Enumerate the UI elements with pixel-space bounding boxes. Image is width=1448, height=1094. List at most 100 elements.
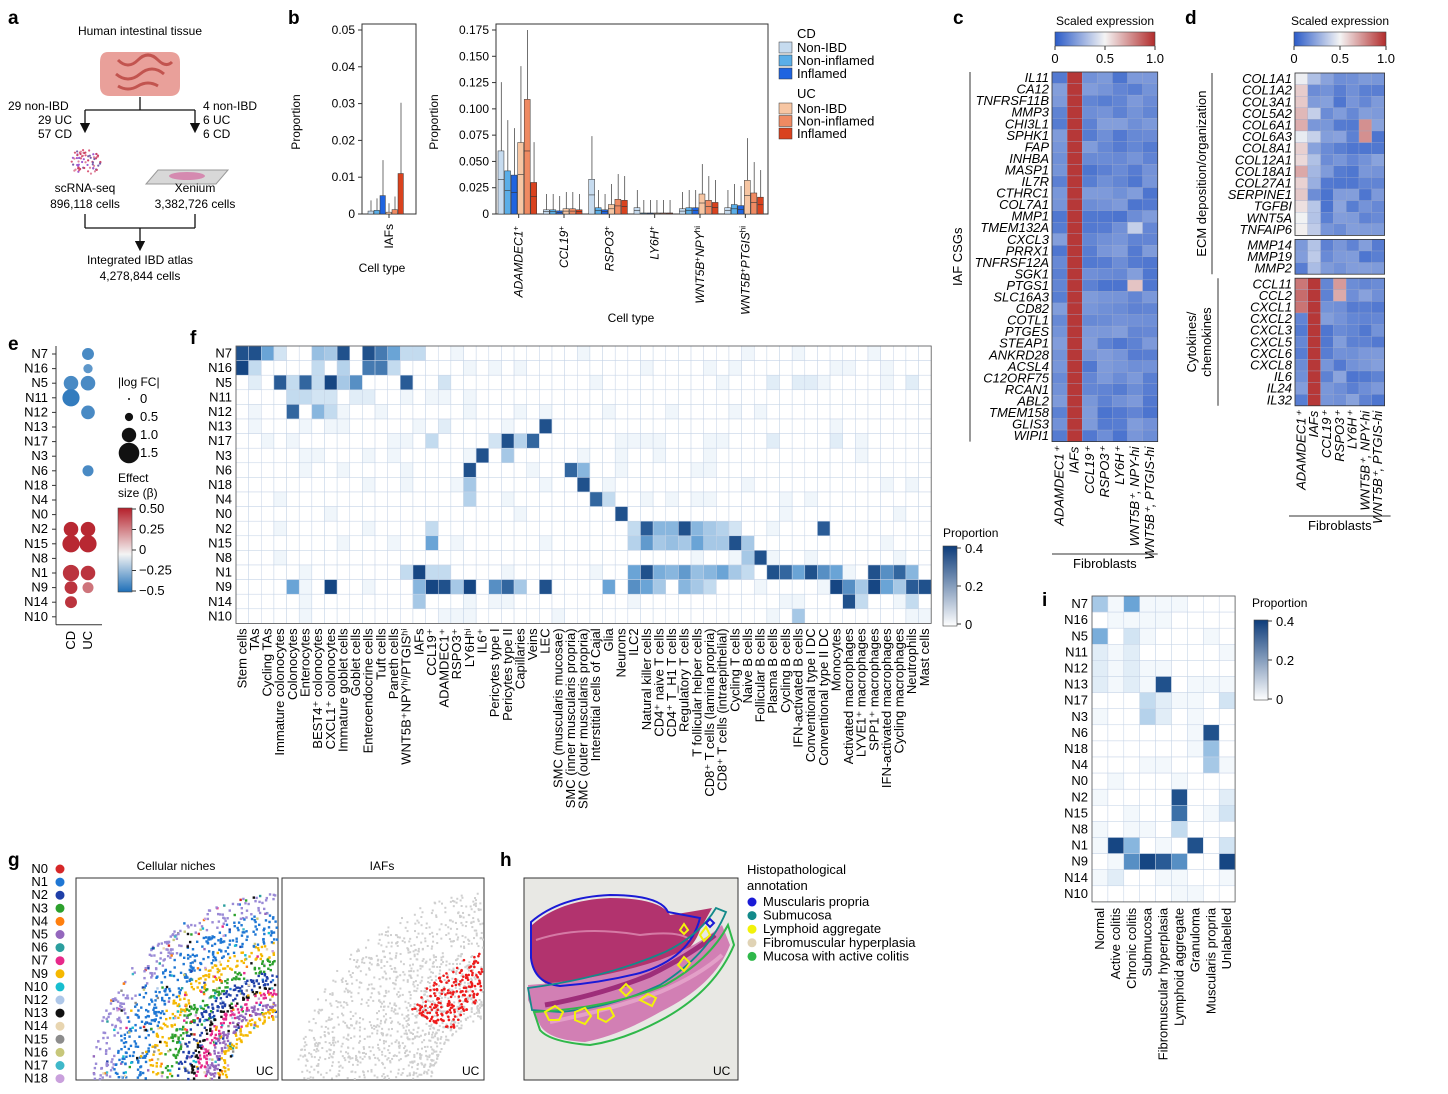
g-niche-cell [224, 1012, 227, 1016]
f-heat-cell [753, 389, 768, 405]
f-heat-cell [728, 579, 742, 595]
f-heat-cell [463, 477, 477, 493]
f-heat-cell [400, 535, 414, 551]
d-heat-cell [1358, 142, 1372, 155]
f-heat-cell [412, 593, 426, 610]
g-niche-cell [181, 1037, 184, 1040]
f-celltype-label: Cycling T cells [727, 628, 742, 712]
g-iaf-bg-cell [444, 996, 447, 999]
g-iaf-bg-cell [425, 1071, 428, 1074]
g-iaf-cell [455, 990, 459, 993]
f-heat-cell [412, 579, 426, 595]
g-niche-cell [258, 911, 262, 915]
panel-g: g N0N1N2N3N4N5N6N7N9N10N12N13N14N15N16N1… [8, 850, 485, 1086]
g-iaf-bg-cell [412, 970, 415, 973]
g-niche-cell [155, 1032, 159, 1036]
g-niche-cell [154, 1043, 157, 1047]
g-iaf-bg-cell [409, 951, 412, 954]
f-heat-cell [248, 374, 262, 391]
f-heat-cell [311, 462, 325, 478]
g-iaf-cell [466, 978, 470, 982]
f-heat-cell [627, 520, 641, 537]
e-niche-label: N9 [31, 580, 48, 595]
f-heat-cell [577, 477, 591, 493]
g-iaf-cell [447, 1018, 451, 1022]
d-heat-cell [1371, 301, 1385, 314]
g-niche-cell [160, 942, 163, 945]
f-heat-cell [880, 579, 894, 595]
g-niche-cell [274, 1010, 278, 1014]
g-niche-cell [138, 993, 141, 996]
g-niche-cell [98, 1077, 102, 1081]
g-niche-cell [123, 1045, 127, 1048]
d-column-label: WNT5B⁺, NPY-hi [1357, 410, 1372, 511]
g-iaf-bg-cell [397, 991, 400, 994]
g-niche-cell [198, 921, 202, 925]
f-heat-cell [475, 374, 490, 391]
g-iaf-bg-cell [376, 1057, 379, 1060]
g-iaf-bg-cell [347, 1046, 350, 1049]
f-heat-cell [539, 579, 553, 595]
c-heat-cell [1142, 337, 1158, 350]
f-heat-cell [855, 374, 869, 391]
g-corner-right: UC [462, 1064, 480, 1078]
f-celltype-label: Enteroendocrine cells [361, 628, 376, 754]
g-iaf-bg-cell [411, 1042, 414, 1045]
g-niche-cell [126, 1016, 130, 1019]
g-iaf-bg-cell [398, 1044, 401, 1047]
g-niche-cell [222, 1050, 226, 1053]
g-niche-cell [261, 1008, 264, 1011]
f-heat-cell [539, 535, 553, 551]
g-niche-cell [217, 1063, 220, 1067]
d-heat-cell [1371, 250, 1385, 263]
g-niche-cell [272, 1001, 276, 1005]
g-niche-cell [250, 1018, 254, 1022]
g-niche-cell [230, 1009, 233, 1013]
g-iaf-bg-cell [386, 930, 389, 933]
g-iaf-bg-cell [439, 994, 442, 997]
f-celltype-label: Cycling TAs [260, 628, 275, 697]
c-heat-cell [1066, 291, 1083, 304]
g-niche-cell [134, 1023, 137, 1027]
main-bar [530, 182, 537, 215]
f-heat-cell [298, 345, 313, 361]
g-iaf-bg-cell [440, 956, 443, 959]
f-heat-cell [614, 345, 629, 361]
e-dot [63, 521, 79, 537]
scrna-dot [76, 150, 79, 153]
g-niche-cell [194, 1014, 197, 1017]
g-niche-cell [155, 1073, 158, 1076]
i-heat-cell [1107, 644, 1125, 661]
f-heat-cell [753, 593, 768, 610]
c-heat-cell [1097, 94, 1113, 107]
g-iaf-bg-cell [346, 1003, 349, 1006]
g-iaf-bg-cell [328, 1053, 331, 1056]
f-heat-cell [880, 447, 894, 464]
d-gene-label: COL5A2 [1242, 106, 1293, 121]
f-heat-cell [539, 564, 553, 580]
i-heat-cell [1155, 676, 1172, 693]
f-heat-cell [349, 593, 363, 610]
g-iaf-cell [430, 1015, 434, 1019]
f-heat-cell [918, 535, 932, 551]
f-heat-cell [387, 520, 401, 537]
f-heat-cell [539, 520, 553, 537]
f-heat-cell [261, 477, 275, 493]
d-heat-cell [1358, 96, 1372, 108]
f-heat-cell [450, 404, 464, 420]
f-heat-cell [627, 462, 641, 478]
g-niche-cell [128, 1065, 132, 1069]
g-niche-cell [237, 1025, 241, 1028]
g-niche-cell [179, 1008, 183, 1011]
g-niche-cell [239, 992, 243, 995]
g-niche-cell [220, 956, 224, 960]
g-niche-cell [168, 987, 171, 991]
f-heat-cell [741, 374, 755, 391]
g-niche-cell [248, 1014, 252, 1017]
d-heat-cell [1294, 223, 1308, 236]
f-heat-cell [665, 389, 679, 405]
f-heat-cell [918, 564, 932, 580]
g-iaf-bg-cell [373, 1074, 376, 1077]
f-heat-cell [602, 404, 616, 420]
f-heat-cell [766, 374, 780, 391]
